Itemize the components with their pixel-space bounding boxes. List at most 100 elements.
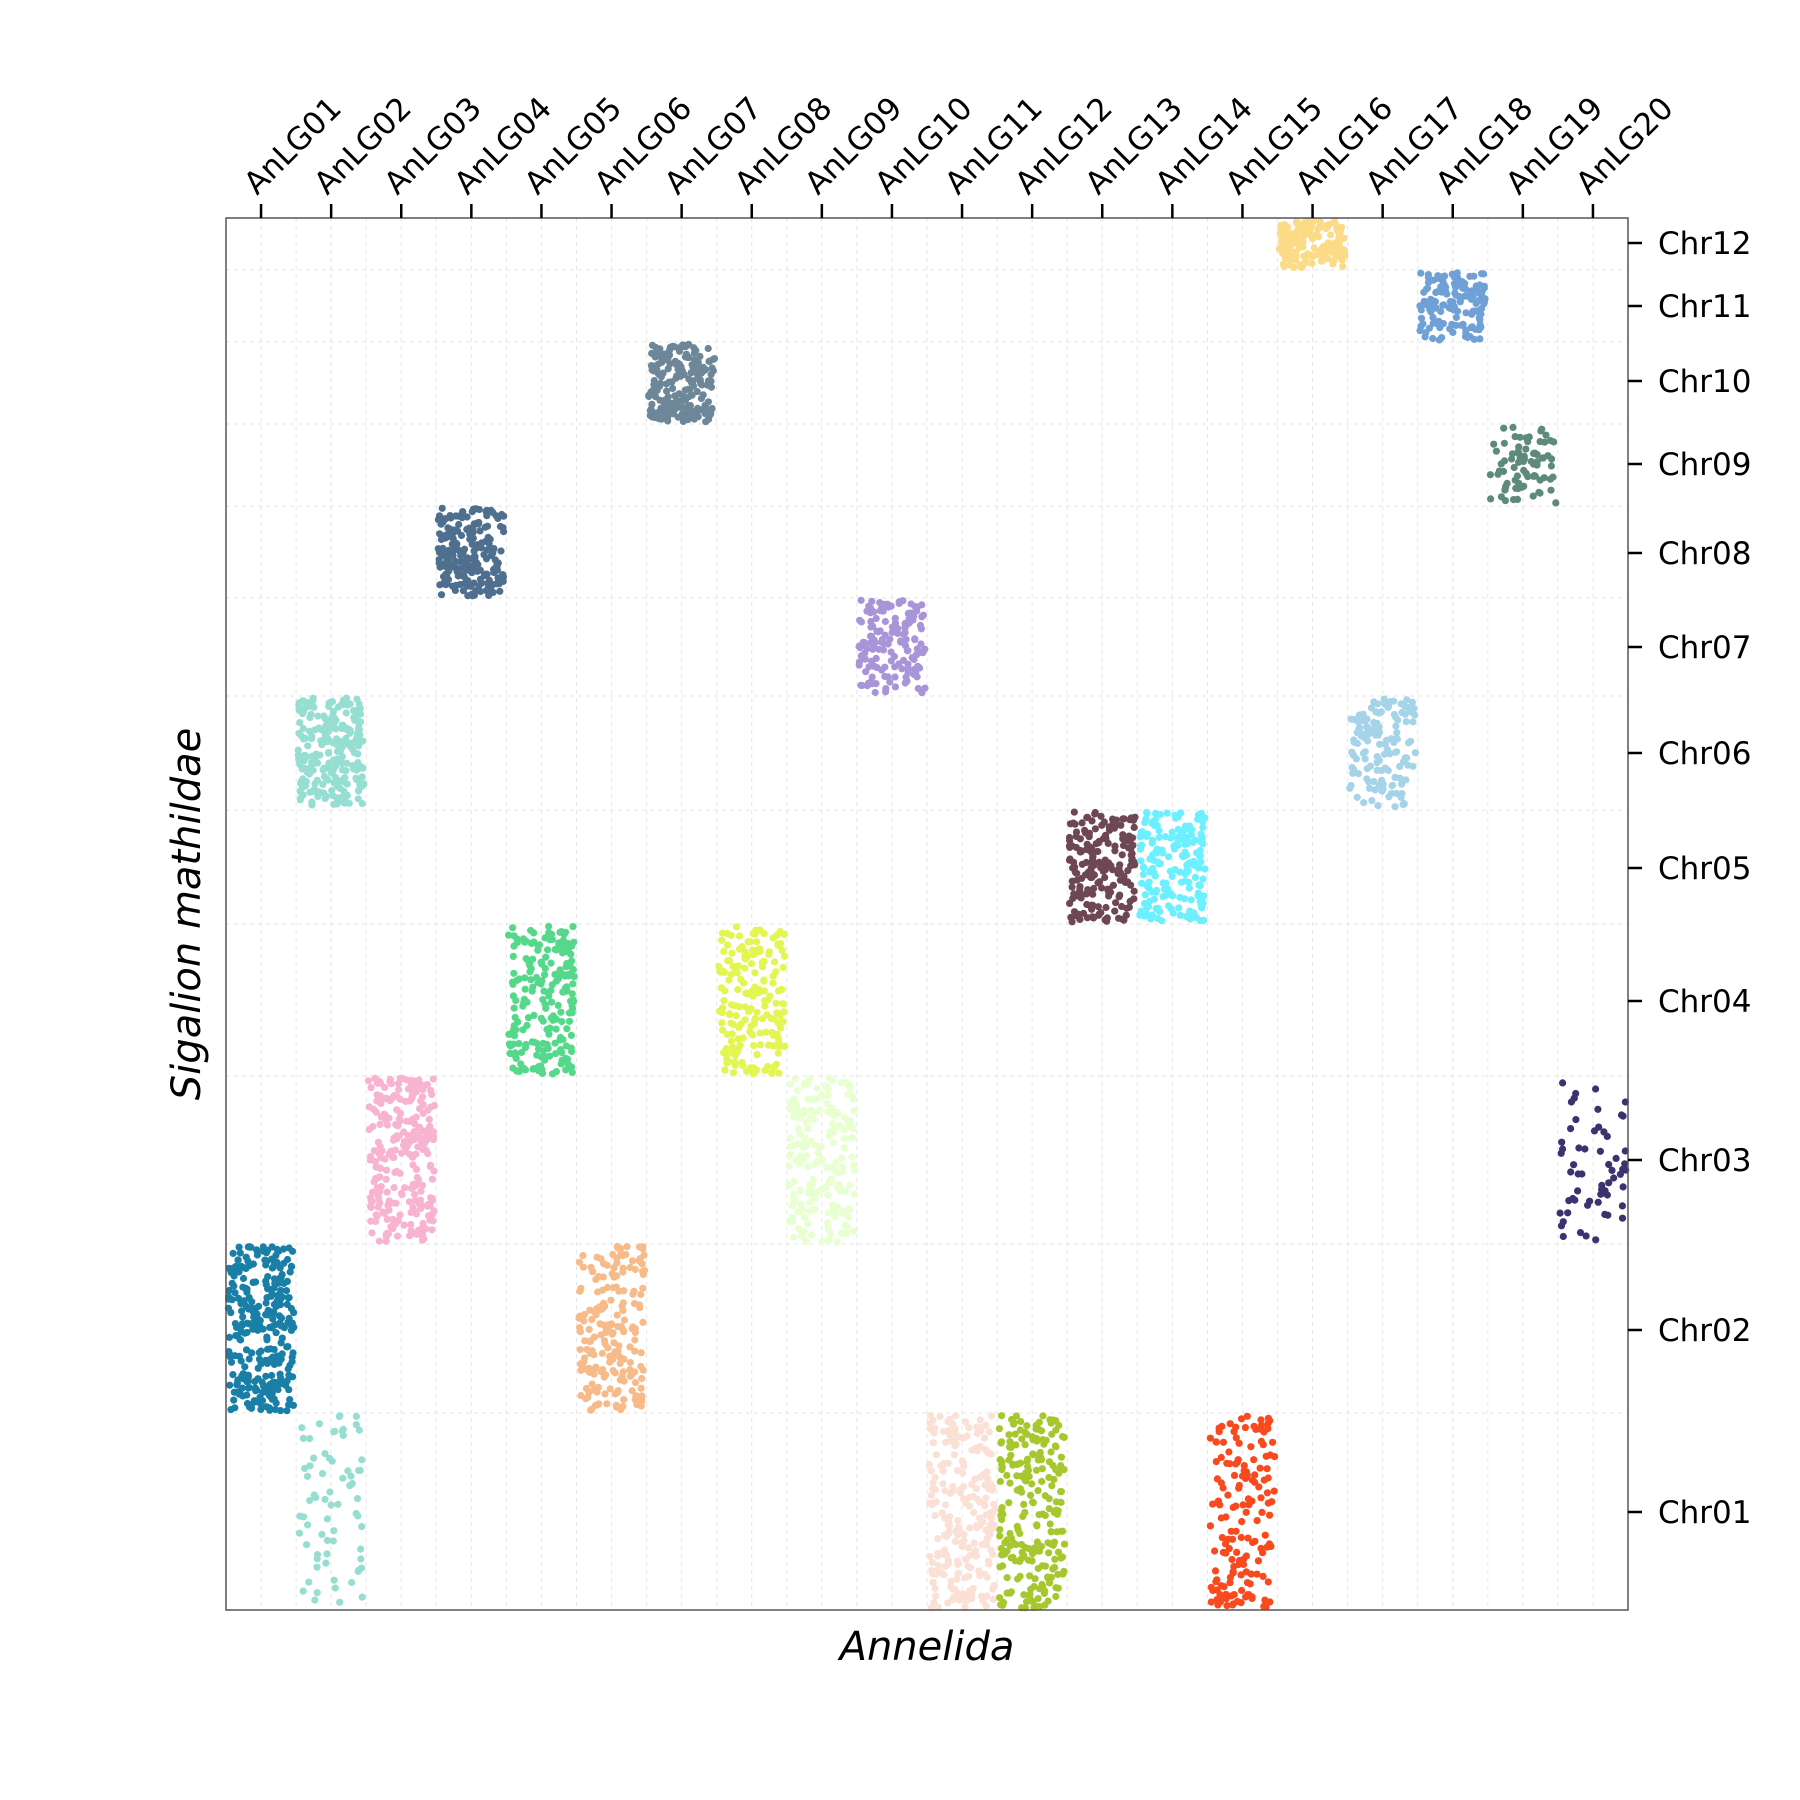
data-point — [1174, 813, 1182, 821]
data-point — [321, 715, 329, 723]
data-point — [303, 1472, 312, 1480]
data-point — [368, 1188, 377, 1196]
data-point — [932, 1451, 940, 1459]
data-point — [1099, 867, 1107, 875]
data-point — [1119, 835, 1127, 843]
data-point — [982, 1511, 990, 1519]
data-point — [786, 1142, 794, 1150]
data-point — [314, 712, 322, 720]
data-point — [1242, 1568, 1250, 1576]
data-point — [614, 1244, 622, 1252]
data-point — [1435, 336, 1443, 344]
x-axis: AnLG01AnLG02AnLG03AnLG04AnLG05AnLG06AnLG… — [237, 90, 1681, 218]
data-point — [243, 1319, 251, 1327]
data-point — [861, 639, 869, 647]
data-point — [419, 1223, 427, 1231]
data-point — [895, 660, 903, 668]
data-point — [519, 1026, 527, 1034]
data-point — [689, 382, 698, 390]
data-point — [637, 1384, 645, 1392]
data-point — [1546, 437, 1554, 445]
data-point — [1264, 1474, 1272, 1482]
data-point — [474, 520, 483, 528]
data-point — [1072, 832, 1080, 841]
data-point — [847, 1091, 856, 1099]
data-point — [1380, 750, 1389, 758]
data-point — [245, 1305, 253, 1313]
data-point — [996, 1594, 1004, 1602]
data-point — [950, 1451, 959, 1459]
data-point — [965, 1572, 973, 1580]
data-point — [804, 1162, 812, 1170]
data-point — [368, 1229, 376, 1237]
data-point — [1531, 472, 1539, 480]
data-point — [697, 394, 706, 403]
data-point — [460, 545, 469, 553]
data-point — [1225, 1545, 1233, 1553]
data-point — [277, 1273, 285, 1281]
data-point — [412, 1165, 421, 1173]
data-point — [673, 372, 681, 380]
data-point — [283, 1343, 291, 1351]
data-point — [1254, 1557, 1262, 1565]
data-point — [789, 1113, 798, 1121]
data-point — [734, 986, 742, 994]
data-point — [719, 1026, 727, 1034]
data-point — [1595, 1123, 1603, 1131]
data-point — [1023, 1430, 1031, 1438]
data-point — [480, 572, 488, 580]
data-point — [770, 1063, 778, 1071]
data-point — [326, 1488, 334, 1496]
data-point — [530, 938, 538, 946]
data-point — [751, 1014, 759, 1023]
data-point — [860, 653, 868, 661]
data-point — [305, 1578, 313, 1586]
data-point — [607, 1296, 615, 1304]
data-point — [577, 1284, 585, 1292]
data-point — [568, 1002, 576, 1010]
data-point — [591, 1401, 600, 1409]
data-point — [383, 1166, 391, 1174]
data-point — [1411, 749, 1419, 757]
data-point — [1515, 484, 1523, 492]
data-point — [1567, 1168, 1575, 1176]
data-point — [1089, 890, 1097, 898]
data-point — [825, 1236, 833, 1244]
data-point — [524, 1014, 533, 1022]
data-point — [1112, 816, 1120, 824]
data-point — [416, 1196, 424, 1204]
data-point — [262, 1299, 270, 1307]
data-point — [1390, 738, 1398, 747]
data-point — [442, 573, 450, 582]
data-point — [234, 1256, 242, 1264]
data-point — [985, 1560, 993, 1568]
data-point — [662, 380, 670, 388]
data-point — [241, 1363, 249, 1371]
data-point — [1279, 260, 1287, 268]
data-point — [903, 677, 911, 685]
y-axis-title: Sigalion mathildae — [164, 728, 210, 1100]
data-point — [761, 1002, 769, 1010]
data-point — [735, 1024, 743, 1032]
data-point — [609, 1355, 617, 1363]
data-point — [1393, 729, 1401, 737]
data-point — [233, 1323, 241, 1332]
data-point — [348, 1480, 356, 1488]
data-point — [258, 1397, 267, 1405]
data-point — [366, 1156, 374, 1164]
data-point — [274, 1386, 282, 1394]
data-point — [1088, 849, 1096, 857]
data-point — [1619, 1183, 1627, 1191]
data-point — [264, 1285, 272, 1293]
data-point — [970, 1539, 978, 1547]
data-point — [1434, 272, 1442, 280]
data-point — [1473, 307, 1481, 315]
data-point — [225, 1333, 233, 1341]
data-point — [848, 1123, 856, 1131]
data-point — [997, 1506, 1006, 1514]
data-point — [968, 1480, 976, 1488]
data-point — [1159, 893, 1167, 901]
data-point — [348, 1578, 356, 1587]
data-point — [1322, 225, 1330, 233]
y-tick-label: Chr01 — [1658, 1495, 1751, 1531]
